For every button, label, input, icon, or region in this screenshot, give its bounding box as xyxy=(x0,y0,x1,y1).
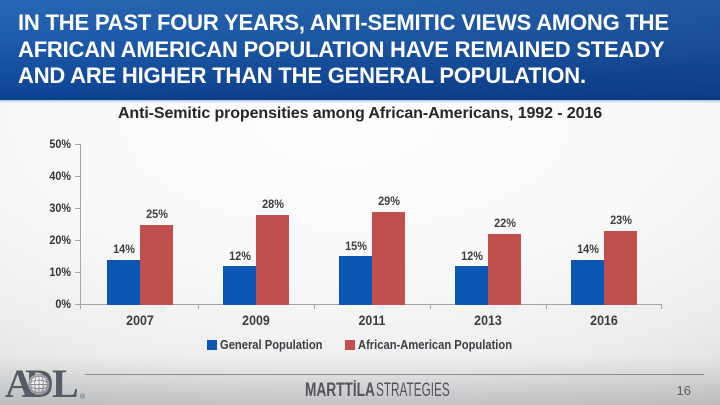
svg-text:L: L xyxy=(52,366,79,402)
svg-text:®: ® xyxy=(80,393,86,401)
